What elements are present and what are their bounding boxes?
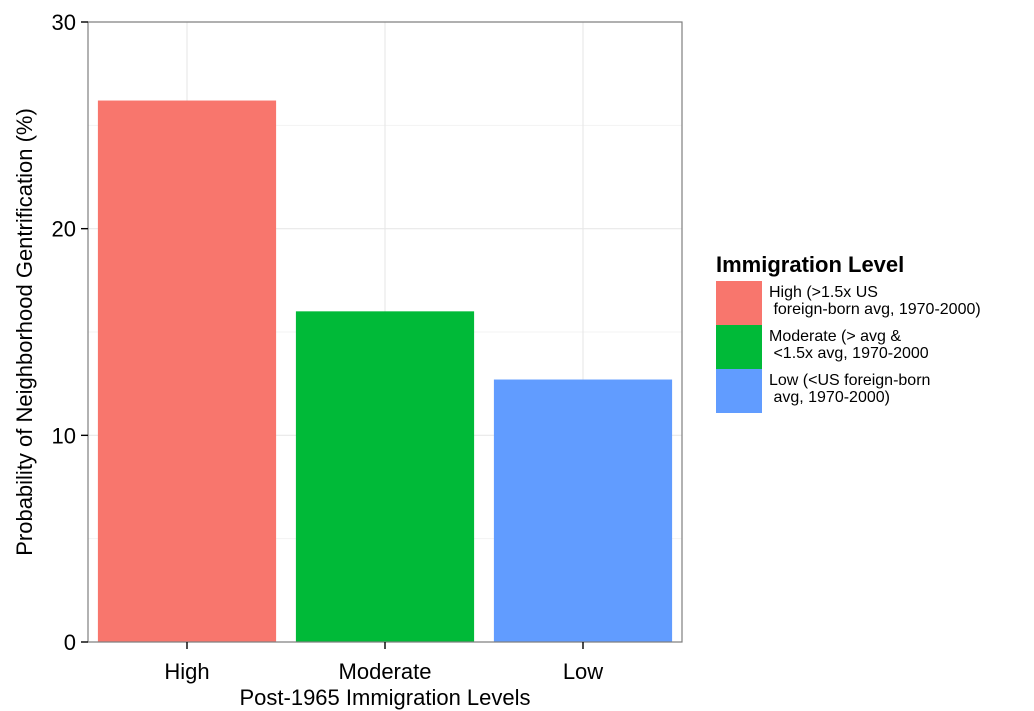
legend-key bbox=[716, 281, 762, 325]
legend-label-line: High (>1.5x US bbox=[769, 284, 878, 301]
legend-label: High (>1.5x US foreign-born avg, 1970-20… bbox=[769, 284, 981, 318]
legend: Immigration Level High (>1.5x US foreign… bbox=[716, 252, 981, 413]
legend-key bbox=[716, 369, 762, 413]
legend-label: Low (<US foreign-born avg, 1970-2000) bbox=[769, 372, 930, 406]
legend-label-line: <1.5x avg, 1970-2000 bbox=[769, 345, 929, 362]
bar-moderate bbox=[295, 311, 475, 642]
y-tick-label: 30 bbox=[52, 10, 76, 35]
bar-high bbox=[97, 100, 277, 643]
x-tick-label: Moderate bbox=[339, 659, 432, 684]
y-tick-label: 10 bbox=[52, 423, 76, 448]
legend-label-line: foreign-born avg, 1970-2000) bbox=[769, 301, 981, 318]
x-axis: High Moderate Low bbox=[164, 642, 603, 684]
legend-label: Moderate (> avg & <1.5x avg, 1970-2000 bbox=[769, 328, 929, 362]
y-tick-label: 20 bbox=[52, 217, 76, 242]
legend-title: Immigration Level bbox=[716, 252, 904, 277]
bar-low bbox=[493, 379, 673, 642]
x-tick-label: High bbox=[164, 659, 209, 684]
legend-label-line: Moderate (> avg & bbox=[769, 328, 901, 345]
legend-label-line: avg, 1970-2000) bbox=[769, 389, 890, 406]
y-tick-label: 0 bbox=[64, 630, 76, 655]
y-axis-title: Probability of Neighborhood Gentrificati… bbox=[12, 108, 37, 556]
bars bbox=[97, 100, 673, 643]
x-tick-label: Low bbox=[563, 659, 603, 684]
legend-key bbox=[716, 325, 762, 369]
x-axis-title: Post-1965 Immigration Levels bbox=[239, 685, 530, 710]
legend-label-line: Low (<US foreign-born bbox=[769, 372, 930, 389]
y-axis: 0 10 20 30 bbox=[52, 10, 88, 655]
